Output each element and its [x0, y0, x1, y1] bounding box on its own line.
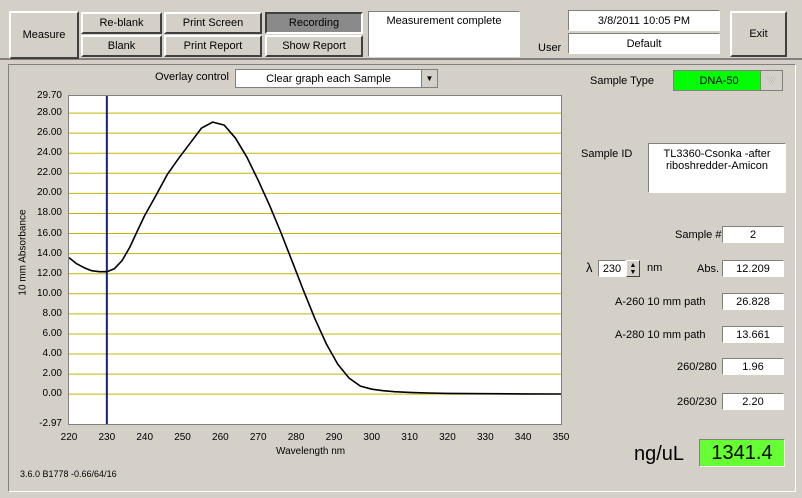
sample-type-label: Sample Type — [590, 75, 655, 87]
reblank-button[interactable]: Re-blank — [81, 12, 162, 34]
a260-label: A-260 10 mm path — [615, 296, 706, 308]
main-panel — [8, 64, 796, 492]
x-tick-label: 350 — [552, 432, 570, 443]
arrow-down-icon[interactable]: ▼ — [629, 268, 637, 276]
a260-field: 26.828 — [722, 293, 784, 310]
overlay-control-value: Clear graph each Sample — [266, 72, 391, 85]
y-tick-label: 18.00 — [36, 207, 62, 219]
y-tick-label: 6.00 — [42, 327, 62, 339]
x-tick-label: 290 — [325, 432, 343, 443]
spectrum-chart — [68, 95, 562, 425]
x-tick-label: 310 — [401, 432, 418, 443]
sample-number-field: 2 — [722, 226, 784, 243]
x-tick-label: 300 — [363, 432, 381, 443]
lambda-stepper[interactable]: ▲ ▼ — [626, 260, 640, 277]
x-tick-label: 340 — [514, 432, 532, 443]
x-tick-label: 270 — [249, 432, 267, 443]
x-tick-label: 320 — [439, 432, 456, 443]
y-tick-label: -2.97 — [39, 418, 62, 429]
y-tick-label: 16.00 — [36, 227, 62, 239]
concentration-unit-label: ng/uL — [634, 443, 685, 465]
sample-type-select[interactable]: DNA-50 ▽ — [673, 70, 783, 91]
ratio-260-280-label: 260/280 — [677, 361, 717, 373]
y-tick-label: 2.00 — [42, 368, 62, 380]
x-tick-label: 230 — [98, 432, 116, 443]
y-tick-label: 26.00 — [36, 127, 62, 139]
abs-field: 12.209 — [722, 260, 784, 277]
version-text: 3.6.0 B1778 -0.66/64/16 — [20, 469, 117, 479]
status-field: Measurement complete — [368, 11, 520, 57]
sample-number-label: Sample # — [675, 229, 722, 241]
measure-button[interactable]: Measure — [9, 11, 79, 59]
x-tick-label: 330 — [476, 432, 494, 443]
chevron-down-icon[interactable]: ▼ — [421, 70, 437, 87]
x-tick-label: 240 — [136, 432, 154, 443]
ratio-260-280-field: 1.96 — [722, 358, 784, 375]
y-tick-label: 12.00 — [36, 267, 62, 279]
ratio-260-230-field: 2.20 — [722, 393, 784, 410]
sample-id-line2: riboshredder-Amicon — [665, 160, 769, 172]
lambda-unit: nm — [647, 262, 663, 274]
x-tick-label: 280 — [287, 432, 305, 443]
datetime-field: 3/8/2011 10:05 PM — [568, 10, 720, 31]
y-tick-label: 14.00 — [36, 247, 62, 259]
concentration-value: 1341.4 — [699, 439, 785, 467]
y-tick-label: 4.00 — [42, 348, 62, 360]
y-tick-label: 8.00 — [42, 307, 62, 319]
y-tick-label: 0.00 — [42, 388, 62, 400]
toolbar: Measure Re-blank Blank Print Screen Prin… — [0, 0, 802, 60]
lambda-input[interactable]: 230 — [598, 260, 626, 277]
y-tick-label: 29.70 — [36, 90, 62, 101]
exit-button[interactable]: Exit — [730, 11, 787, 57]
y-tick-label: 20.00 — [36, 187, 62, 199]
y-tick-label: 10.00 — [36, 287, 62, 299]
sample-type-value: DNA-50 — [699, 74, 739, 87]
abs-label: Abs. — [697, 263, 720, 275]
print-screen-button[interactable]: Print Screen — [164, 12, 262, 34]
print-report-button[interactable]: Print Report — [164, 35, 262, 57]
recording-button[interactable]: Recording — [265, 12, 363, 34]
y-tick-label: 28.00 — [36, 107, 62, 119]
sample-id-label: Sample ID — [581, 148, 633, 160]
lambda-symbol: λ — [586, 260, 593, 275]
arrow-up-icon[interactable]: ▲ — [629, 261, 637, 269]
chevron-down-icon[interactable]: ▽ — [760, 71, 782, 90]
show-report-button[interactable]: Show Report — [265, 35, 363, 57]
x-tick-label: 260 — [212, 432, 229, 443]
a280-field: 13.661 — [722, 326, 784, 343]
sample-id-line1: TL3360-Csonka -after — [663, 148, 771, 160]
x-tick-label: 220 — [60, 432, 78, 443]
ratio-260-230-label: 260/230 — [677, 396, 717, 408]
blank-button[interactable]: Blank — [81, 35, 162, 57]
overlay-control-label: Overlay control — [155, 71, 229, 83]
absorbance-curve — [69, 121, 561, 395]
y-tick-label: 24.00 — [36, 147, 62, 159]
y-tick-label: 22.00 — [36, 167, 62, 179]
overlay-control-select[interactable]: Clear graph each Sample ▼ — [235, 69, 438, 88]
x-axis-label: Wavelength nm — [276, 446, 346, 457]
user-label: User — [538, 42, 562, 54]
sample-id-field[interactable]: TL3360-Csonka -after riboshredder-Amicon — [648, 143, 786, 193]
x-tick-label: 250 — [174, 432, 191, 443]
a280-label: A-280 10 mm path — [615, 329, 706, 341]
user-field[interactable]: Default — [568, 33, 720, 54]
